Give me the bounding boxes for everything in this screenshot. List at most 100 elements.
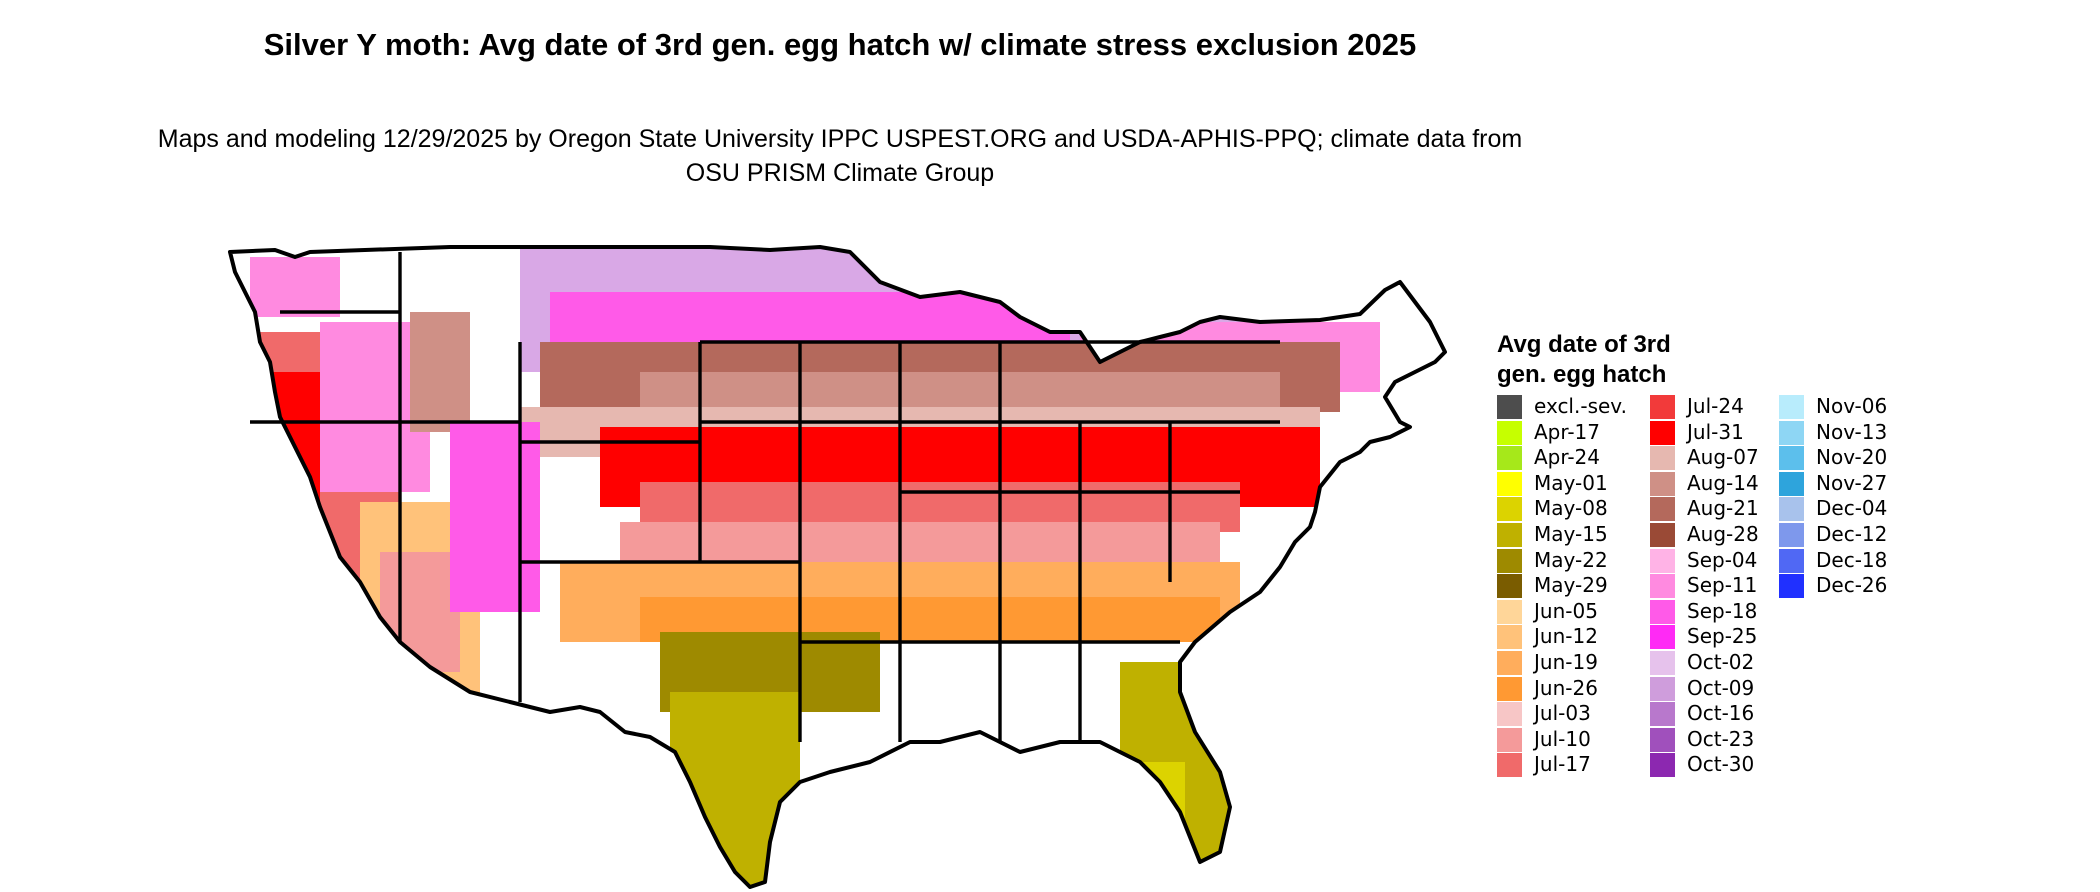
legend-swatch [1497, 727, 1522, 752]
legend-label: Dec-12 [1816, 521, 1888, 546]
legend-label: Jul-03 [1534, 701, 1591, 726]
legend-label: Dec-04 [1816, 496, 1888, 521]
legend-label: Jul-10 [1534, 726, 1591, 751]
legend-label: Aug-21 [1687, 496, 1759, 521]
legend-label: May-01 [1534, 470, 1608, 495]
legend-swatch [1650, 446, 1675, 471]
legend-label: Oct-02 [1687, 649, 1755, 674]
legend-item: Jun-05 [1497, 599, 1657, 625]
legend-item: May-29 [1497, 573, 1657, 599]
legend-swatch [1497, 420, 1522, 445]
legend-label: Oct-30 [1687, 752, 1755, 777]
legend-swatch [1650, 420, 1675, 445]
legend-swatch [1497, 497, 1522, 522]
legend-item: Aug-28 [1650, 522, 1810, 548]
legend-label: Nov-13 [1816, 419, 1888, 444]
legend-item: Nov-27 [1779, 471, 1939, 497]
legend-swatch [1650, 599, 1675, 624]
legend-item: May-08 [1497, 496, 1657, 522]
legend-item: Dec-18 [1779, 548, 1939, 574]
legend-label: May-15 [1534, 521, 1608, 546]
legend-label: Oct-23 [1687, 726, 1755, 751]
legend-label: excl.-sev. [1534, 394, 1627, 418]
legend-swatch [1650, 676, 1675, 701]
legend-title: Avg date of 3rd gen. egg hatch [1497, 331, 1671, 388]
legend-swatch [1497, 574, 1522, 599]
legend-swatch [1497, 650, 1522, 675]
legend-swatch [1650, 625, 1675, 650]
legend-column-2: Jul-24 Jul-31 Aug-07 Aug-14 Aug-21 Aug-28 Sep-… [1650, 394, 1810, 778]
legend-item: May-15 [1497, 522, 1657, 548]
legend-swatch [1650, 574, 1675, 599]
legend-swatch [1650, 522, 1675, 547]
legend-label: Oct-16 [1687, 701, 1755, 726]
legend-swatch [1650, 650, 1675, 675]
legend-item: Oct-02 [1650, 650, 1810, 676]
legend-swatch [1497, 625, 1522, 650]
legend-swatch [1497, 471, 1522, 496]
legend-label: Jun-19 [1534, 649, 1598, 674]
legend-swatch [1650, 548, 1675, 573]
legend-swatch [1497, 702, 1522, 727]
legend-label: Dec-18 [1816, 547, 1888, 572]
legend-swatch [1779, 548, 1804, 573]
legend-item: Oct-30 [1650, 752, 1810, 778]
legend-swatch [1779, 522, 1804, 547]
legend-label: Nov-27 [1816, 470, 1888, 495]
legend-item: Apr-17 [1497, 420, 1657, 446]
legend-swatch [1497, 395, 1522, 419]
legend-label: Jul-24 [1687, 394, 1744, 418]
legend-swatch [1650, 753, 1675, 778]
legend-swatch [1779, 574, 1804, 599]
legend-swatch [1650, 727, 1675, 752]
chart-title: Silver Y moth: Avg date of 3rd gen. egg … [263, 27, 1417, 62]
legend-item: Oct-09 [1650, 676, 1810, 702]
legend-item: Nov-06 [1779, 394, 1939, 420]
legend-label: Dec-26 [1816, 573, 1888, 598]
legend-item: Jul-24 [1650, 394, 1810, 420]
legend-label: Aug-14 [1687, 470, 1759, 495]
legend-label: Sep-25 [1687, 624, 1758, 649]
legend-item: Dec-26 [1779, 573, 1939, 599]
legend-item: Jul-10 [1497, 727, 1657, 753]
legend-label: Apr-24 [1534, 445, 1600, 470]
legend-label: Sep-18 [1687, 598, 1758, 623]
legend-label: Jun-12 [1534, 624, 1598, 649]
legend-label: May-29 [1534, 573, 1608, 598]
legend-column-1: excl.-sev. Apr-17 Apr-24 May-01 May-08 May-15… [1497, 394, 1657, 778]
legend-item: Sep-25 [1650, 624, 1810, 650]
legend-swatch [1650, 497, 1675, 522]
legend-item: Jul-17 [1497, 752, 1657, 778]
legend-item: Aug-07 [1650, 445, 1810, 471]
legend-item: Jun-12 [1497, 624, 1657, 650]
legend-item: Jul-31 [1650, 420, 1810, 446]
legend-label: Nov-20 [1816, 445, 1888, 470]
legend-label: Jul-17 [1534, 752, 1591, 777]
legend-label: Aug-28 [1687, 521, 1759, 546]
legend-item: May-22 [1497, 548, 1657, 574]
legend-swatch [1650, 471, 1675, 496]
legend-item: Jul-03 [1497, 701, 1657, 727]
legend-label: Nov-06 [1816, 394, 1888, 418]
legend-label: Jun-26 [1534, 675, 1598, 700]
legend-label: Sep-04 [1687, 547, 1758, 572]
legend-item: Jun-26 [1497, 676, 1657, 702]
legend-label: May-22 [1534, 547, 1608, 572]
legend-swatch [1779, 471, 1804, 496]
legend-item: Apr-24 [1497, 445, 1657, 471]
legend-label: Jun-05 [1534, 598, 1598, 623]
legend-swatch [1779, 420, 1804, 445]
legend-swatch [1650, 702, 1675, 727]
legend-swatch [1779, 497, 1804, 522]
legend-swatch [1497, 522, 1522, 547]
us-map [228, 245, 1447, 889]
legend-label: Aug-07 [1687, 445, 1759, 470]
legend-item: Sep-04 [1650, 548, 1810, 574]
legend-swatch [1497, 676, 1522, 701]
legend-label: Apr-17 [1534, 419, 1600, 444]
legend-swatch [1497, 548, 1522, 573]
legend-item: Nov-13 [1779, 420, 1939, 446]
legend-swatch [1650, 395, 1675, 419]
legend-column-3: Nov-06 Nov-13 Nov-20 Nov-27 Dec-04 Dec-12 Dec-… [1779, 394, 1939, 599]
legend-swatch [1779, 446, 1804, 471]
